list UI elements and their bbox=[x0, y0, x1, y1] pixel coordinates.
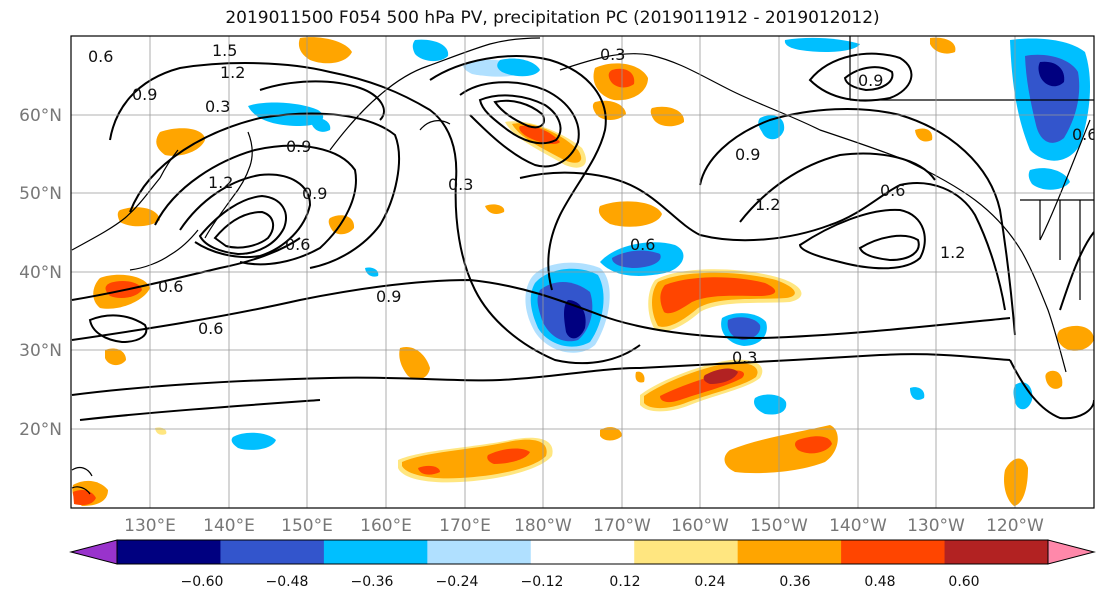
contour-label: 0.9 bbox=[735, 145, 760, 164]
lon-label: 150°W bbox=[750, 516, 808, 536]
lat-label: 30°N bbox=[19, 341, 62, 361]
latitude-labels: 20°N 30°N 40°N 50°N 60°N bbox=[19, 106, 62, 440]
map-content: 0.6 1.5 1.2 0.9 0.3 0.9 1.2 0.9 0.6 0.3 … bbox=[71, 36, 1097, 508]
lon-label: 130°E bbox=[124, 516, 176, 536]
colorbar-right-extension bbox=[1047, 539, 1096, 565]
colorbar-tick-label: −0.48 bbox=[266, 574, 309, 590]
contour-label: 0.3 bbox=[448, 175, 473, 194]
positive-precip-shading bbox=[72, 37, 1094, 506]
colorbar-segment bbox=[841, 540, 946, 564]
lon-label: 150°E bbox=[281, 516, 333, 536]
contour-label: 1.2 bbox=[755, 195, 780, 214]
contour-label: 1.2 bbox=[940, 243, 965, 262]
colorbar-tick-label: 0.60 bbox=[948, 574, 979, 590]
contour-labels: 0.6 1.5 1.2 0.9 0.3 0.9 1.2 0.9 0.6 0.3 … bbox=[88, 41, 1097, 367]
colorbar-segment bbox=[737, 540, 842, 564]
contour-label: 0.6 bbox=[88, 47, 113, 66]
lon-label: 120°W bbox=[986, 516, 1044, 536]
lon-label: 180°W bbox=[514, 516, 572, 536]
colorbar-tick-label: −0.60 bbox=[181, 574, 224, 590]
map-frame bbox=[70, 35, 1095, 509]
colorbar: −0.60 −0.48 −0.36 −0.24 −0.12 0.12 0.24 … bbox=[69, 539, 1096, 590]
colorbar-tick-label: −0.24 bbox=[436, 574, 479, 590]
contour-label: 0.6 bbox=[630, 235, 655, 254]
contour-label: 0.9 bbox=[302, 184, 327, 203]
colorbar-segment bbox=[530, 540, 635, 564]
lat-label: 50°N bbox=[19, 184, 62, 204]
lon-label: 170°W bbox=[593, 516, 651, 536]
colorbar-tick-label: 0.12 bbox=[609, 574, 640, 590]
colorbar-tick-label: 0.24 bbox=[694, 574, 725, 590]
longitude-labels: 130°E 140°E 150°E 160°E 170°E 180°W 170°… bbox=[124, 516, 1044, 536]
colorbar-segment bbox=[427, 540, 532, 564]
lon-label: 140°W bbox=[829, 516, 887, 536]
lat-label: 60°N bbox=[19, 106, 62, 126]
negative-precip-shading bbox=[231, 37, 1091, 450]
contour-label: 0.6 bbox=[158, 277, 183, 296]
colorbar-tick-label: 0.36 bbox=[779, 574, 810, 590]
contour-label: 0.9 bbox=[376, 287, 401, 306]
graticule bbox=[71, 36, 1094, 508]
contour-label: 0.6 bbox=[1072, 125, 1097, 144]
lon-label: 140°E bbox=[203, 516, 255, 536]
colorbar-tick-labels: −0.60 −0.48 −0.36 −0.24 −0.12 0.12 0.24 … bbox=[181, 574, 980, 590]
contour-label: 0.3 bbox=[732, 348, 757, 367]
contour-label: 0.9 bbox=[286, 137, 311, 156]
colorbar-segment bbox=[323, 540, 428, 564]
coastlines bbox=[71, 36, 1094, 495]
contour-label: 1.2 bbox=[208, 173, 233, 192]
contour-label: 0.6 bbox=[198, 319, 223, 338]
colorbar-tick-label: 0.48 bbox=[864, 574, 895, 590]
contour-label: 0.3 bbox=[600, 45, 625, 64]
lon-label: 130°W bbox=[907, 516, 965, 536]
lon-label: 170°E bbox=[439, 516, 491, 536]
contour-label: 0.6 bbox=[285, 235, 310, 254]
contour-label: 1.2 bbox=[220, 63, 245, 82]
pv-contours bbox=[71, 52, 1094, 421]
lon-label: 160°E bbox=[360, 516, 412, 536]
contour-label: 0.9 bbox=[858, 71, 883, 90]
colorbar-left-extension bbox=[69, 539, 118, 565]
colorbar-segment bbox=[117, 540, 221, 564]
lon-label: 160°W bbox=[671, 516, 729, 536]
contour-label: 1.5 bbox=[212, 41, 237, 60]
lat-label: 40°N bbox=[19, 263, 62, 283]
map-title: 2019011500 F054 500 hPa PV, precipitatio… bbox=[225, 8, 880, 28]
contour-label: 0.3 bbox=[205, 97, 230, 116]
contour-label: 0.6 bbox=[880, 181, 905, 200]
contour-label: 0.9 bbox=[132, 85, 157, 104]
colorbar-segment bbox=[220, 540, 325, 564]
colorbar-tick-label: −0.36 bbox=[351, 574, 394, 590]
colorbar-segment bbox=[634, 540, 739, 564]
colorbar-tick-label: −0.12 bbox=[521, 574, 564, 590]
lat-label: 20°N bbox=[19, 420, 62, 440]
colorbar-segment bbox=[944, 540, 1049, 564]
colorbar-frame bbox=[116, 539, 1049, 565]
